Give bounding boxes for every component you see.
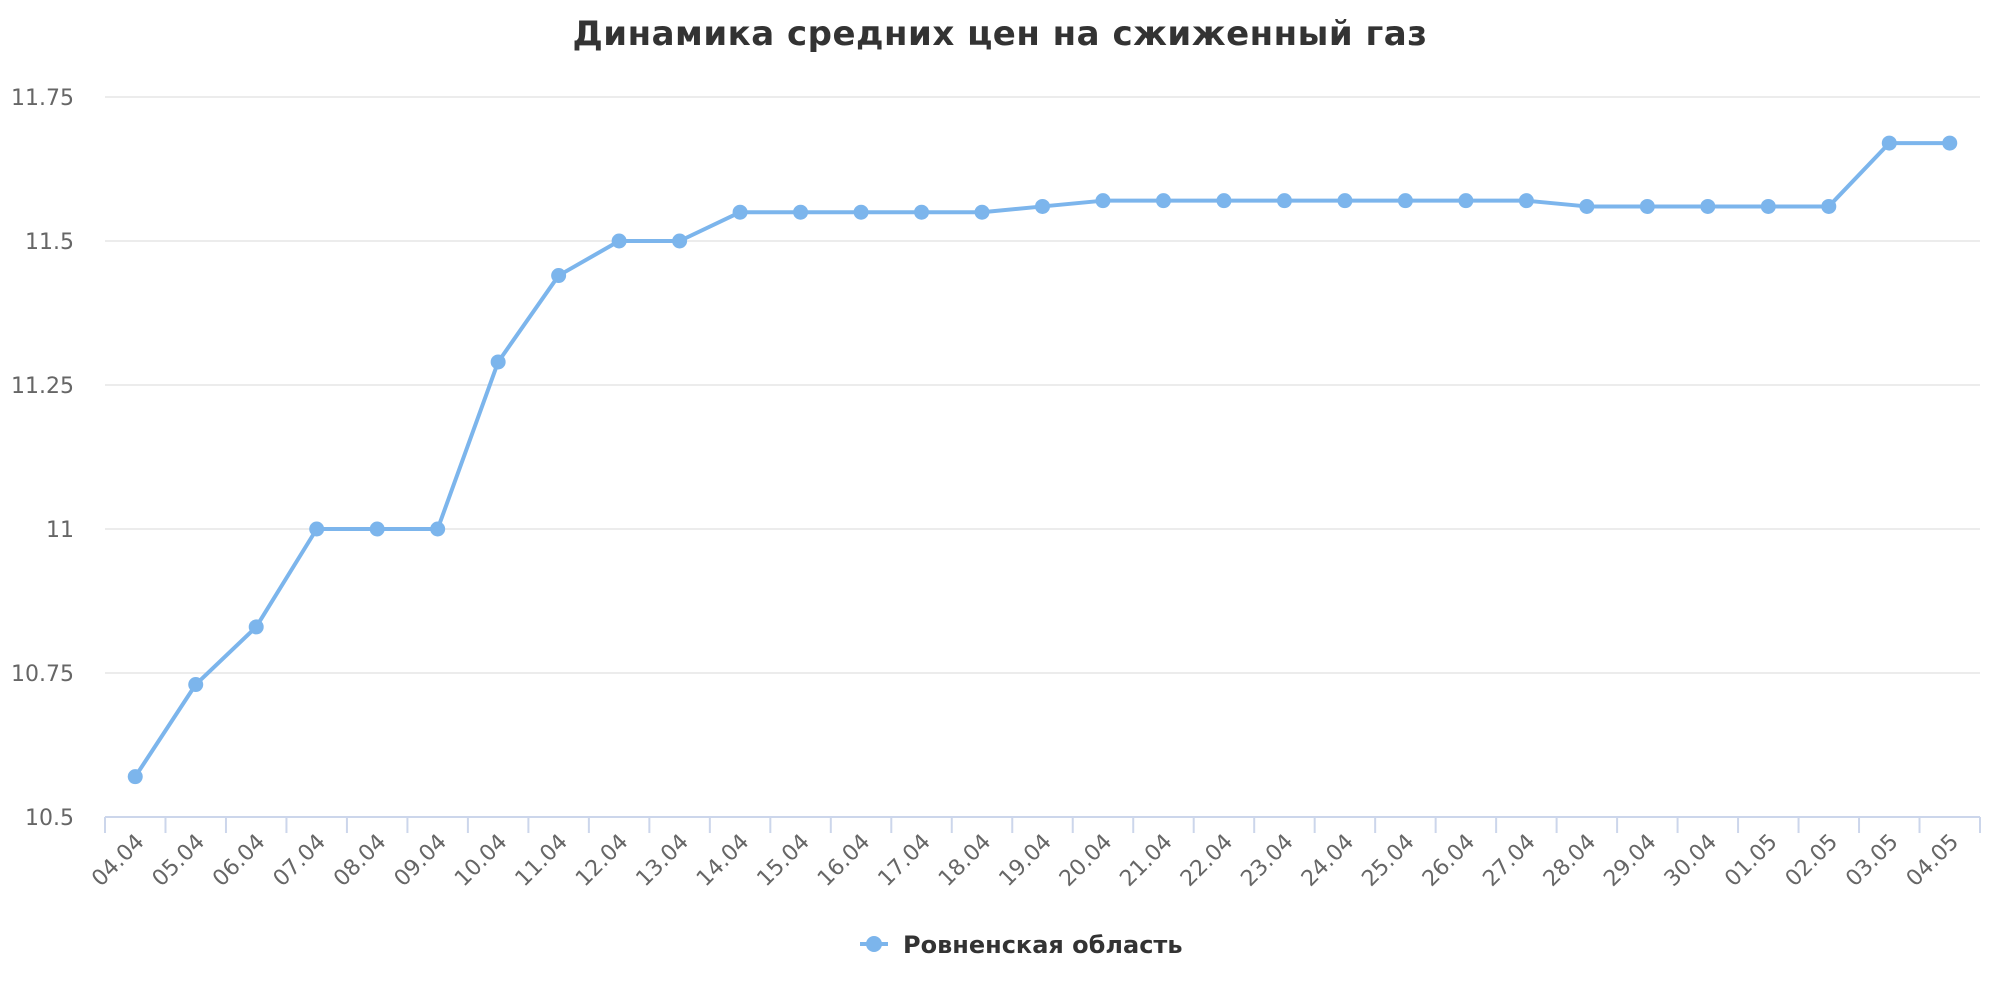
series-line <box>133 141 1952 779</box>
x-tick-label: 27.04 <box>1478 830 1540 892</box>
x-tick-label: 24.04 <box>1297 830 1359 892</box>
x-tick-label: 02.05 <box>1781 830 1843 892</box>
x-tick-label: 10.04 <box>450 830 512 892</box>
grid-lines <box>105 96 1980 674</box>
data-point[interactable] <box>1155 193 1171 209</box>
y-tick-label: 11.75 <box>11 86 74 111</box>
data-point[interactable] <box>974 204 990 220</box>
data-point[interactable] <box>1821 198 1837 214</box>
data-point[interactable] <box>1458 193 1474 209</box>
data-point[interactable] <box>1760 198 1776 214</box>
x-tick-label: 04.05 <box>1902 830 1964 892</box>
x-tick-label: 26.04 <box>1418 830 1480 892</box>
data-point[interactable] <box>853 204 869 220</box>
x-tick-label: 28.04 <box>1539 830 1601 892</box>
data-point[interactable] <box>1639 198 1655 214</box>
legend[interactable]: Ровненская область <box>860 931 1183 959</box>
x-tick-label: 05.04 <box>148 830 210 892</box>
x-tick-label: 08.04 <box>329 830 391 892</box>
data-point[interactable] <box>1035 198 1050 214</box>
data-point[interactable] <box>248 619 264 635</box>
data-point[interactable] <box>1397 193 1413 209</box>
data-point[interactable] <box>611 233 627 249</box>
x-tick-label: 22.04 <box>1176 830 1238 892</box>
chart-title: Динамика средних цен на сжиженный газ <box>572 14 1428 54</box>
data-point[interactable] <box>1276 193 1292 209</box>
x-tick-label: 30.04 <box>1660 830 1722 892</box>
x-tick-label: 21.04 <box>1115 830 1177 892</box>
y-tick-label: 11 <box>46 518 74 543</box>
legend-point-marker <box>866 936 882 952</box>
x-tick-label: 19.04 <box>995 830 1057 892</box>
x-tick-label: 20.04 <box>1055 830 1117 892</box>
data-point[interactable] <box>1518 193 1534 209</box>
data-point[interactable] <box>1881 135 1897 151</box>
y-tick-label: 11.5 <box>25 230 74 255</box>
y-axis: 10.5 10.75 11 11.25 11.5 11.75 <box>11 86 74 831</box>
data-point[interactable] <box>1216 193 1232 209</box>
x-axis: 04.0405.0406.0407.0408.0409.0410.0411.04… <box>87 816 1981 892</box>
x-tick-label: 03.05 <box>1841 830 1903 892</box>
data-point[interactable] <box>188 677 204 693</box>
x-tick-label: 13.04 <box>632 830 694 892</box>
x-tick-label: 14.04 <box>692 830 754 892</box>
data-point[interactable] <box>672 233 688 249</box>
y-tick-label: 11.25 <box>11 374 74 399</box>
y-tick-label: 10.75 <box>11 662 74 687</box>
legend-label[interactable]: Ровненская область <box>903 931 1183 959</box>
x-tick-label: 04.04 <box>87 830 149 892</box>
x-tick-label: 15.04 <box>753 830 815 892</box>
data-point[interactable] <box>369 521 385 537</box>
data-point[interactable] <box>1579 198 1595 214</box>
series-group <box>127 135 1958 785</box>
x-tick-label: 18.04 <box>934 830 996 892</box>
x-tick-label: 09.04 <box>390 830 452 892</box>
data-point[interactable] <box>1337 193 1353 209</box>
data-point[interactable] <box>914 204 930 220</box>
x-tick-label: 11.04 <box>511 830 573 892</box>
data-point[interactable] <box>1700 198 1716 214</box>
x-tick-label: 25.04 <box>1357 830 1419 892</box>
x-tick-label: 07.04 <box>269 830 331 892</box>
data-point[interactable] <box>732 204 748 220</box>
data-point[interactable] <box>430 521 446 537</box>
x-tick-label: 16.04 <box>813 830 875 892</box>
y-tick-label: 10.5 <box>25 806 74 831</box>
x-tick-label: 06.04 <box>208 830 270 892</box>
data-point[interactable] <box>1942 135 1958 151</box>
data-point[interactable] <box>1095 193 1111 209</box>
x-tick-label: 12.04 <box>571 830 633 892</box>
x-tick-label: 01.05 <box>1720 830 1782 892</box>
x-tick-label: 23.04 <box>1236 830 1298 892</box>
x-tick-label: 17.04 <box>874 830 936 892</box>
x-tick-label: 29.04 <box>1599 830 1661 892</box>
data-point[interactable] <box>490 354 506 370</box>
data-point[interactable] <box>551 268 567 284</box>
data-point[interactable] <box>127 769 143 785</box>
data-point[interactable] <box>793 204 809 220</box>
data-point[interactable] <box>309 521 325 537</box>
